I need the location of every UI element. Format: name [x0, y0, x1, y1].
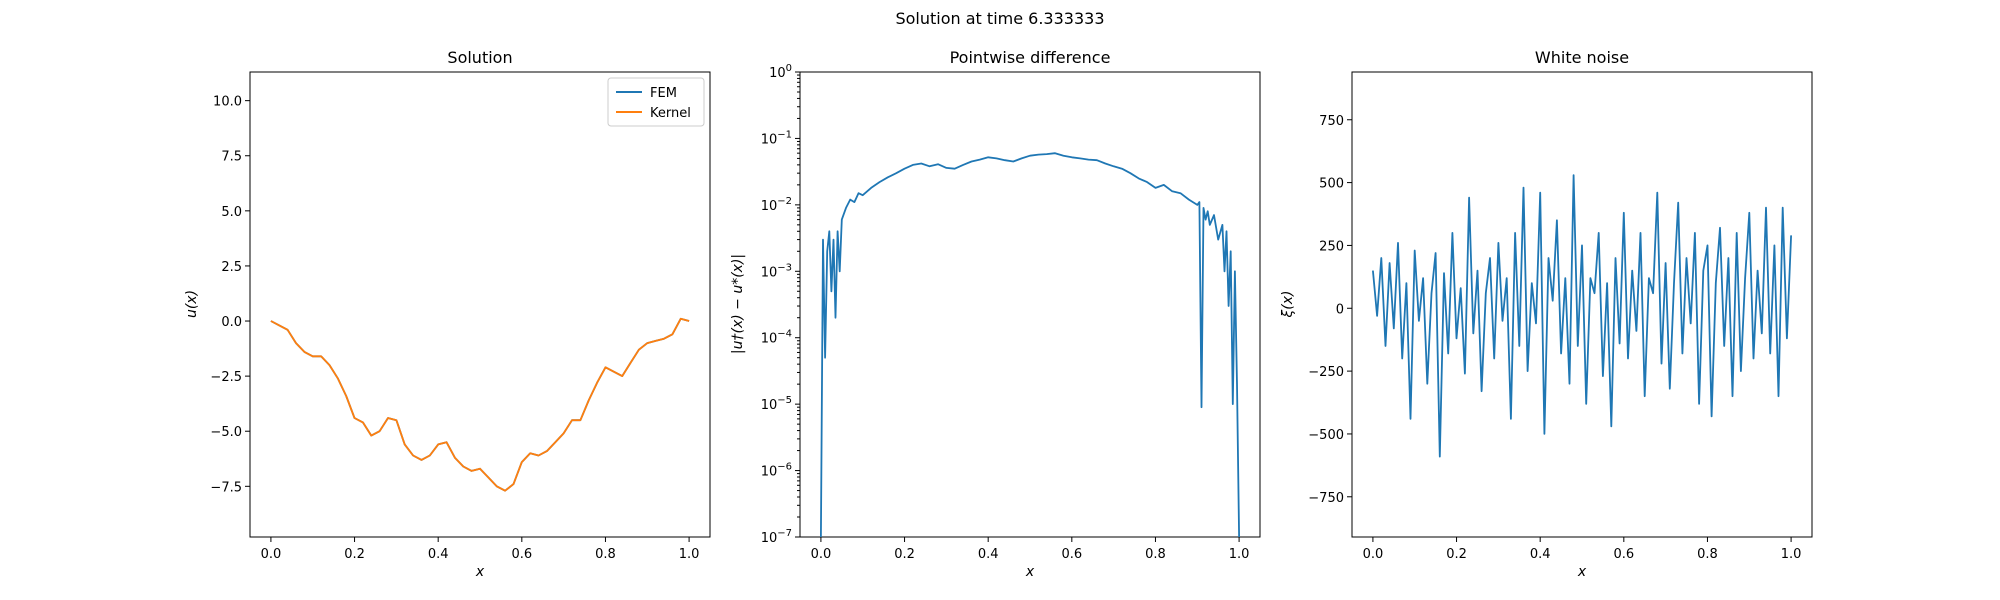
x-tick-label: 0.2 — [894, 547, 915, 562]
series-layer — [1372, 174, 1792, 458]
panel-title: Solution — [447, 48, 512, 67]
y-tick-label: 10−4 — [761, 329, 792, 347]
panel-solution: Solution 0.0 0.2 0.4 0.6 0.8 1.0−7.5−5.0−2.50… — [184, 48, 711, 580]
x-tick-label: 0.0 — [1363, 547, 1384, 562]
y-tick-label: −250 — [1308, 365, 1344, 380]
series-line-white-noise — [1372, 174, 1792, 458]
tick-layer: 0.0 0.2 0.4 0.6 0.8 1.0 10−7 10−6 10−5 10−4 10−3 10… — [761, 63, 1250, 562]
legend-kernel-label: Kernel — [650, 106, 691, 121]
x-tick-label: 0.4 — [1530, 547, 1551, 562]
panel-white-noise: White noise 0.0 0.2 0.4 0.6 0.8 1.0 −750 −500 −2… — [1280, 48, 1813, 580]
plot-area-frame — [249, 71, 711, 538]
x-axis-label: x — [475, 564, 485, 580]
series-line-pointwise-difference — [820, 152, 1240, 538]
y-tick-label: 10−3 — [761, 262, 792, 280]
series-line-fem — [270, 317, 690, 492]
plot-area-frame — [1351, 71, 1813, 538]
y-axis-label: ξ(x) — [1280, 290, 1296, 318]
x-tick-label: 0.2 — [344, 547, 365, 562]
panel-title: White noise — [1535, 48, 1629, 67]
x-tick-label: 0.8 — [1145, 547, 1166, 562]
y-tick-label: −750 — [1308, 491, 1344, 506]
y-axis-label: |u†(x) − u*(x)| — [730, 254, 746, 354]
x-tick-label: 0.4 — [428, 547, 449, 562]
y-tick-label: 5.0 — [221, 205, 242, 220]
y-tick-label: 100 — [769, 63, 792, 81]
x-tick-label: 0.2 — [1446, 547, 1467, 562]
panel-title: Pointwise difference — [950, 48, 1111, 67]
tick-layer: 0.0 0.2 0.4 0.6 0.8 1.0 −7.5 −5.0 −2.5 0.0 2.5 5.0 7… — [210, 95, 699, 562]
x-tick-label: 1.0 — [679, 547, 700, 562]
y-tick-label: 10−2 — [761, 196, 792, 214]
y-tick-label: 250 — [1319, 239, 1344, 254]
x-tick-label: 0.6 — [1613, 547, 1634, 562]
y-tick-label: −500 — [1308, 428, 1344, 443]
x-axis-label: x — [1577, 564, 1587, 580]
y-tick-label: 10.0 — [213, 95, 242, 110]
legend-box — [607, 77, 705, 127]
y-tick-label: 0.0 — [221, 315, 242, 330]
y-tick-label: −5.0 — [210, 425, 242, 440]
series-layer — [270, 317, 690, 492]
x-tick-label: 1.0 — [1781, 547, 1802, 562]
series-line-kernel — [270, 317, 690, 492]
y-axis-label: u(x) — [184, 290, 200, 318]
y-tick-label: 10−7 — [761, 528, 792, 546]
x-axis-label: x — [1025, 564, 1035, 580]
y-tick-label: 750 — [1319, 114, 1344, 129]
y-tick-label: −7.5 — [210, 480, 242, 495]
x-tick-label: 0.4 — [978, 547, 999, 562]
legend: FEM Kernel — [607, 77, 705, 127]
x-tick-label: 1.0 — [1229, 547, 1250, 562]
y-tick-label: 10−1 — [761, 129, 792, 147]
figure-suptitle: Solution at time 6.333333 — [895, 9, 1104, 28]
legend-fem-label: FEM — [650, 86, 677, 101]
y-tick-label: 0 — [1336, 302, 1344, 317]
x-tick-label: 0.6 — [1061, 547, 1082, 562]
y-tick-label: 500 — [1319, 177, 1344, 192]
y-tick-label: 10−6 — [761, 462, 792, 480]
y-tick-label: 10−5 — [761, 395, 792, 413]
x-tick-label: 0.0 — [261, 547, 282, 562]
x-tick-label: 0.6 — [511, 547, 532, 562]
y-tick-label: −2.5 — [210, 370, 242, 385]
x-tick-label: 0.8 — [595, 547, 616, 562]
plot-area-frame — [799, 71, 1261, 538]
x-tick-label: 0.8 — [1697, 547, 1718, 562]
series-layer — [820, 152, 1240, 538]
panel-pointwise-difference: Pointwise difference 0.0 0.2 0.4 0.6 0.8 1.0 1… — [730, 48, 1261, 580]
tick-layer: 0.0 0.2 0.4 0.6 0.8 1.0 −750 −500 −250 0 250 500 750 — [1308, 114, 1801, 562]
y-tick-label: 7.5 — [221, 150, 242, 165]
y-tick-label: 2.5 — [221, 260, 242, 275]
x-tick-label: 0.0 — [811, 547, 832, 562]
